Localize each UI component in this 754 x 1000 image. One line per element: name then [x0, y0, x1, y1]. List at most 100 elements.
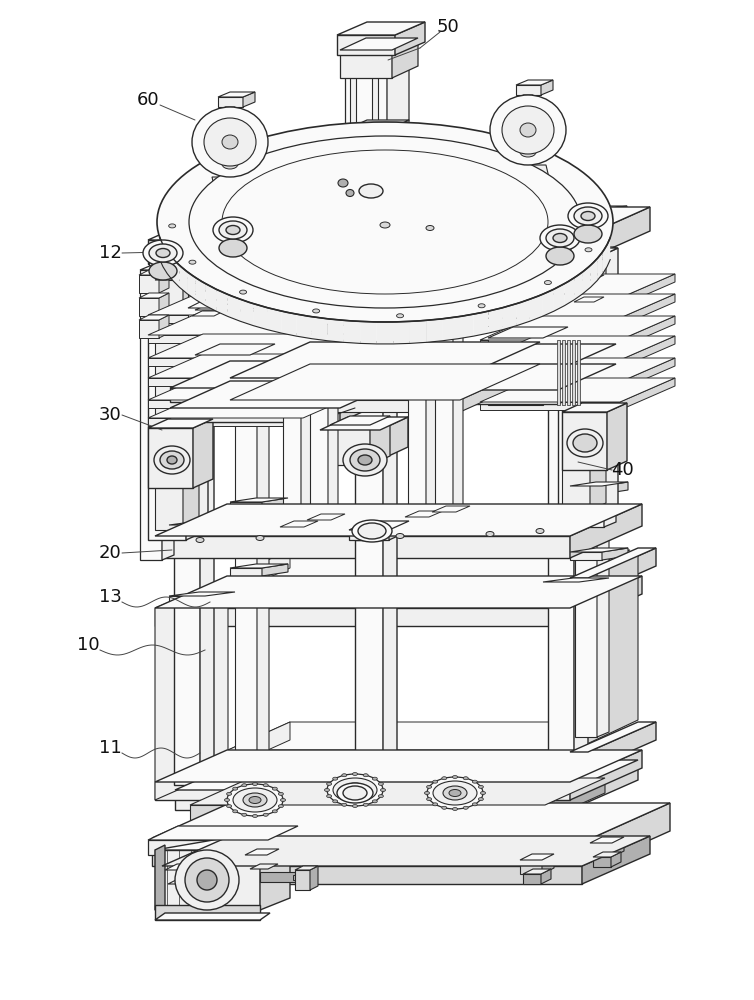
- Polygon shape: [355, 75, 383, 540]
- Polygon shape: [235, 238, 257, 758]
- Polygon shape: [228, 550, 630, 578]
- Polygon shape: [205, 592, 235, 604]
- Polygon shape: [405, 511, 443, 517]
- Ellipse shape: [196, 538, 204, 542]
- Polygon shape: [139, 315, 169, 320]
- Polygon shape: [148, 291, 358, 315]
- Polygon shape: [345, 35, 387, 130]
- Polygon shape: [542, 854, 554, 874]
- Polygon shape: [480, 274, 675, 298]
- Ellipse shape: [480, 792, 486, 794]
- Polygon shape: [558, 258, 596, 521]
- Polygon shape: [148, 394, 358, 418]
- Ellipse shape: [433, 780, 438, 783]
- Polygon shape: [495, 250, 543, 258]
- Polygon shape: [582, 252, 604, 527]
- Polygon shape: [543, 234, 608, 237]
- Polygon shape: [480, 294, 675, 318]
- Polygon shape: [173, 259, 179, 287]
- Text: 10: 10: [77, 636, 100, 654]
- Polygon shape: [169, 521, 235, 525]
- Polygon shape: [488, 293, 543, 315]
- Polygon shape: [543, 237, 579, 243]
- Bar: [562, 340, 565, 405]
- Polygon shape: [250, 389, 275, 422]
- Polygon shape: [155, 608, 570, 626]
- Ellipse shape: [249, 796, 261, 804]
- Polygon shape: [155, 280, 183, 530]
- Polygon shape: [562, 412, 607, 470]
- Polygon shape: [155, 578, 228, 800]
- Polygon shape: [588, 722, 656, 770]
- Ellipse shape: [342, 774, 347, 777]
- Polygon shape: [170, 361, 400, 388]
- Polygon shape: [230, 221, 287, 224]
- Polygon shape: [187, 864, 199, 884]
- Polygon shape: [395, 22, 425, 55]
- Ellipse shape: [452, 808, 458, 810]
- Polygon shape: [379, 173, 390, 175]
- Polygon shape: [523, 874, 541, 884]
- Ellipse shape: [343, 786, 367, 800]
- Polygon shape: [527, 250, 543, 283]
- Ellipse shape: [379, 782, 383, 785]
- Polygon shape: [588, 548, 656, 596]
- Polygon shape: [159, 315, 169, 338]
- Text: 13: 13: [99, 588, 121, 606]
- Ellipse shape: [343, 444, 387, 476]
- Ellipse shape: [243, 793, 267, 807]
- Polygon shape: [169, 525, 205, 533]
- Polygon shape: [167, 252, 173, 281]
- Polygon shape: [186, 879, 196, 894]
- Polygon shape: [267, 849, 279, 869]
- Polygon shape: [575, 272, 583, 300]
- Polygon shape: [165, 864, 199, 870]
- Polygon shape: [179, 265, 187, 294]
- Polygon shape: [260, 838, 290, 910]
- Ellipse shape: [478, 304, 485, 308]
- Polygon shape: [320, 417, 408, 430]
- Ellipse shape: [185, 858, 229, 902]
- Ellipse shape: [263, 784, 268, 787]
- Polygon shape: [192, 316, 214, 324]
- Polygon shape: [582, 247, 616, 252]
- Polygon shape: [218, 97, 243, 107]
- Polygon shape: [620, 336, 675, 368]
- Polygon shape: [192, 283, 214, 291]
- Polygon shape: [583, 265, 590, 294]
- Polygon shape: [216, 289, 228, 316]
- Polygon shape: [574, 258, 594, 276]
- Ellipse shape: [156, 248, 170, 257]
- Ellipse shape: [160, 451, 184, 469]
- Ellipse shape: [233, 810, 238, 813]
- Ellipse shape: [233, 788, 277, 812]
- Polygon shape: [148, 840, 268, 855]
- Polygon shape: [356, 173, 360, 187]
- Ellipse shape: [154, 446, 190, 474]
- Polygon shape: [190, 778, 605, 805]
- Polygon shape: [155, 838, 290, 850]
- Polygon shape: [337, 35, 395, 55]
- Polygon shape: [250, 299, 275, 332]
- Polygon shape: [186, 262, 208, 540]
- Polygon shape: [383, 69, 397, 540]
- Ellipse shape: [227, 805, 231, 808]
- Ellipse shape: [169, 224, 176, 228]
- Polygon shape: [155, 273, 199, 280]
- Polygon shape: [602, 482, 628, 494]
- Polygon shape: [594, 297, 604, 320]
- Ellipse shape: [242, 784, 247, 787]
- Polygon shape: [169, 249, 234, 252]
- Polygon shape: [592, 803, 670, 866]
- Polygon shape: [495, 258, 527, 283]
- Polygon shape: [163, 245, 167, 274]
- Polygon shape: [510, 165, 550, 182]
- Ellipse shape: [380, 222, 390, 228]
- Ellipse shape: [219, 221, 247, 239]
- Polygon shape: [307, 246, 345, 252]
- Polygon shape: [520, 854, 554, 860]
- Polygon shape: [155, 905, 260, 920]
- Polygon shape: [320, 430, 380, 460]
- Polygon shape: [148, 428, 193, 488]
- Polygon shape: [453, 246, 463, 518]
